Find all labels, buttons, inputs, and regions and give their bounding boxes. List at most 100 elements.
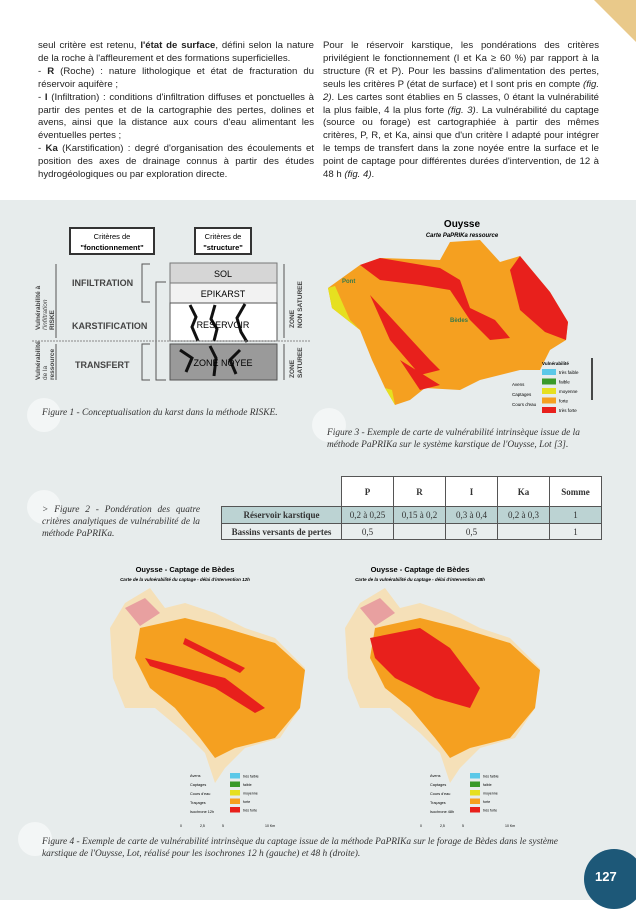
map-region-forte bbox=[328, 240, 568, 405]
map-region bbox=[125, 598, 160, 626]
table-row: Réservoir karstique 0,2 à 0,25 0,15 à 0,… bbox=[221, 506, 602, 524]
legend-label: forte bbox=[243, 800, 250, 804]
figure2-caption: > Figure 2 - Pondération des quatre crit… bbox=[42, 505, 200, 539]
legend-label: faible bbox=[243, 783, 252, 787]
decoration-bubble bbox=[27, 398, 61, 432]
decoration-bubble bbox=[27, 490, 61, 524]
figure4-caption: Figure 4 - Exemple de carte de vulnérabi… bbox=[42, 837, 558, 859]
map-region-tres-forte bbox=[360, 258, 510, 340]
legend-symbol-label: Traçages bbox=[430, 801, 446, 805]
legend-swatch bbox=[470, 798, 480, 804]
figure1-diagram: Critères de "fonctionnement" Critères de… bbox=[32, 227, 310, 381]
side-label: ressource bbox=[49, 349, 56, 380]
paragraph: seul critère est retenu, l'état de surfa… bbox=[38, 40, 314, 64]
table-header-row: P R I Ka Somme bbox=[221, 476, 602, 507]
legend-label: moyenne bbox=[559, 389, 578, 394]
left-column: seul critère est retenu, l'état de surfa… bbox=[38, 40, 314, 182]
map-region-tres-forte bbox=[510, 256, 568, 340]
legend-symbol-label: Captages bbox=[512, 392, 532, 397]
table-cell: 1 bbox=[549, 523, 602, 540]
legend-swatch bbox=[542, 378, 556, 385]
table-corner bbox=[221, 476, 342, 507]
legend-swatch bbox=[542, 407, 556, 413]
right-column: Pour le réservoir karstique, les pondéra… bbox=[323, 40, 599, 182]
header-text: "fonctionnement" bbox=[80, 243, 144, 252]
map-region-tres-forte bbox=[370, 295, 440, 390]
scale-label: 2,5 bbox=[200, 824, 205, 828]
legend-title: Vulnérabilité bbox=[542, 361, 569, 366]
legend-swatch bbox=[470, 781, 480, 787]
legend-symbol-label: Avens bbox=[512, 382, 525, 387]
legend-symbol-label: Cours d'eau bbox=[430, 792, 450, 796]
map-title: Ouysse bbox=[444, 219, 481, 230]
legend-swatch bbox=[542, 388, 556, 394]
paragraph: - Ka (Karstification) : degré d'organisa… bbox=[38, 143, 314, 181]
paragraph: - R (Roche) : nature lithologique et éta… bbox=[38, 65, 314, 90]
layer-label: EPIKARST bbox=[201, 289, 246, 299]
layer-zone-noyee bbox=[169, 343, 278, 381]
bracket bbox=[141, 263, 166, 381]
row-label: Bassins versants de pertes bbox=[221, 523, 342, 540]
figure3-caption: Figure 3 - Exemple de carte de vulnérabi… bbox=[327, 428, 580, 450]
side-label: RISKE bbox=[49, 309, 56, 330]
table-cell: 0,2 à 0,3 bbox=[497, 506, 550, 524]
karst-conduits bbox=[179, 303, 249, 377]
map-subtitle: Carte de la vulnérabilité du captage - d… bbox=[355, 577, 485, 582]
layer-label: SOL bbox=[214, 269, 232, 279]
figure1-caption: Figure 1 - Conceptualisation du karst da… bbox=[42, 408, 278, 418]
legend-swatch bbox=[470, 773, 480, 779]
figure4-map-12h: Ouysse - Captage de Bèdes Carte de la vu… bbox=[110, 565, 305, 783]
legend-symbol-label: Traçages bbox=[190, 801, 206, 805]
map-region-tres-forte bbox=[370, 628, 480, 708]
scale-label: 5 bbox=[462, 824, 464, 828]
column-header: Somme bbox=[549, 476, 602, 507]
column-header: I bbox=[445, 476, 498, 507]
table-cell: 0,2 à 0,25 bbox=[341, 506, 394, 524]
place-label: Bèdes bbox=[450, 318, 469, 324]
legend-swatch bbox=[230, 807, 240, 813]
legend-symbol-label: Isochrone 48h bbox=[430, 810, 454, 814]
table-cell bbox=[393, 523, 446, 540]
legend-swatch bbox=[230, 781, 240, 787]
legend-label: forte bbox=[559, 399, 569, 404]
text-section: seul critère est retenu, l'état de surfa… bbox=[0, 0, 636, 200]
layer-reservoir bbox=[169, 302, 278, 342]
legend-label: moyenne bbox=[483, 792, 498, 796]
legend-label: faible bbox=[559, 380, 570, 385]
legend-symbol-label: Captages bbox=[190, 783, 206, 787]
figure4-legends: Avens Captages Cours d'eau Traçages Isoc… bbox=[180, 773, 515, 828]
map-region-tres-forte bbox=[145, 638, 265, 713]
legend-symbol-label: Cours d'eau bbox=[512, 402, 537, 407]
legend-label: faible bbox=[483, 783, 492, 787]
side-label: Vulnérabilité bbox=[35, 341, 42, 380]
table-row: Bassins versants de pertes 0,5 0,5 1 bbox=[221, 523, 602, 540]
legend-label: très forte bbox=[483, 809, 497, 813]
legend-label: très faible bbox=[483, 775, 499, 779]
map-region bbox=[360, 598, 395, 626]
legend-symbol-label: Cours d'eau bbox=[190, 792, 210, 796]
legend-label: très forte bbox=[243, 809, 257, 813]
side-label: de la bbox=[42, 366, 49, 380]
scale-label: 5 bbox=[222, 824, 224, 828]
side-label: NON SATUREE bbox=[297, 281, 304, 328]
page-number-badge: 127 bbox=[584, 849, 636, 909]
map-title: Ouysse - Captage de Bèdes bbox=[371, 565, 470, 574]
table-cell: 0,5 bbox=[445, 523, 498, 540]
paragraph: Pour le réservoir karstique, les pondéra… bbox=[323, 40, 599, 181]
legend-12h: Avens Captages Cours d'eau Traçages Isoc… bbox=[180, 773, 275, 828]
paragraph: - I (Infiltration) : conditions d'infilt… bbox=[38, 91, 314, 142]
legend-48h: Avens Captages Cours d'eau Traçages Isoc… bbox=[420, 773, 515, 828]
header-text: Critères de bbox=[94, 232, 131, 241]
weighting-table: P R I Ka Somme Réservoir karstique 0,2 à… bbox=[221, 476, 602, 540]
legend-symbol-label: Avens bbox=[190, 774, 201, 778]
column-header: P bbox=[341, 476, 394, 507]
row-label: KARSTIFICATION bbox=[72, 321, 147, 331]
header-box bbox=[194, 227, 252, 255]
scale-label: 2,5 bbox=[440, 824, 445, 828]
corner-decoration bbox=[594, 0, 636, 42]
legend-swatch bbox=[470, 790, 480, 796]
legend-swatch bbox=[542, 397, 556, 404]
legend-symbol-label: Captages bbox=[430, 783, 446, 787]
decoration-bubble bbox=[312, 408, 346, 442]
side-label: SATUREE bbox=[297, 347, 304, 378]
